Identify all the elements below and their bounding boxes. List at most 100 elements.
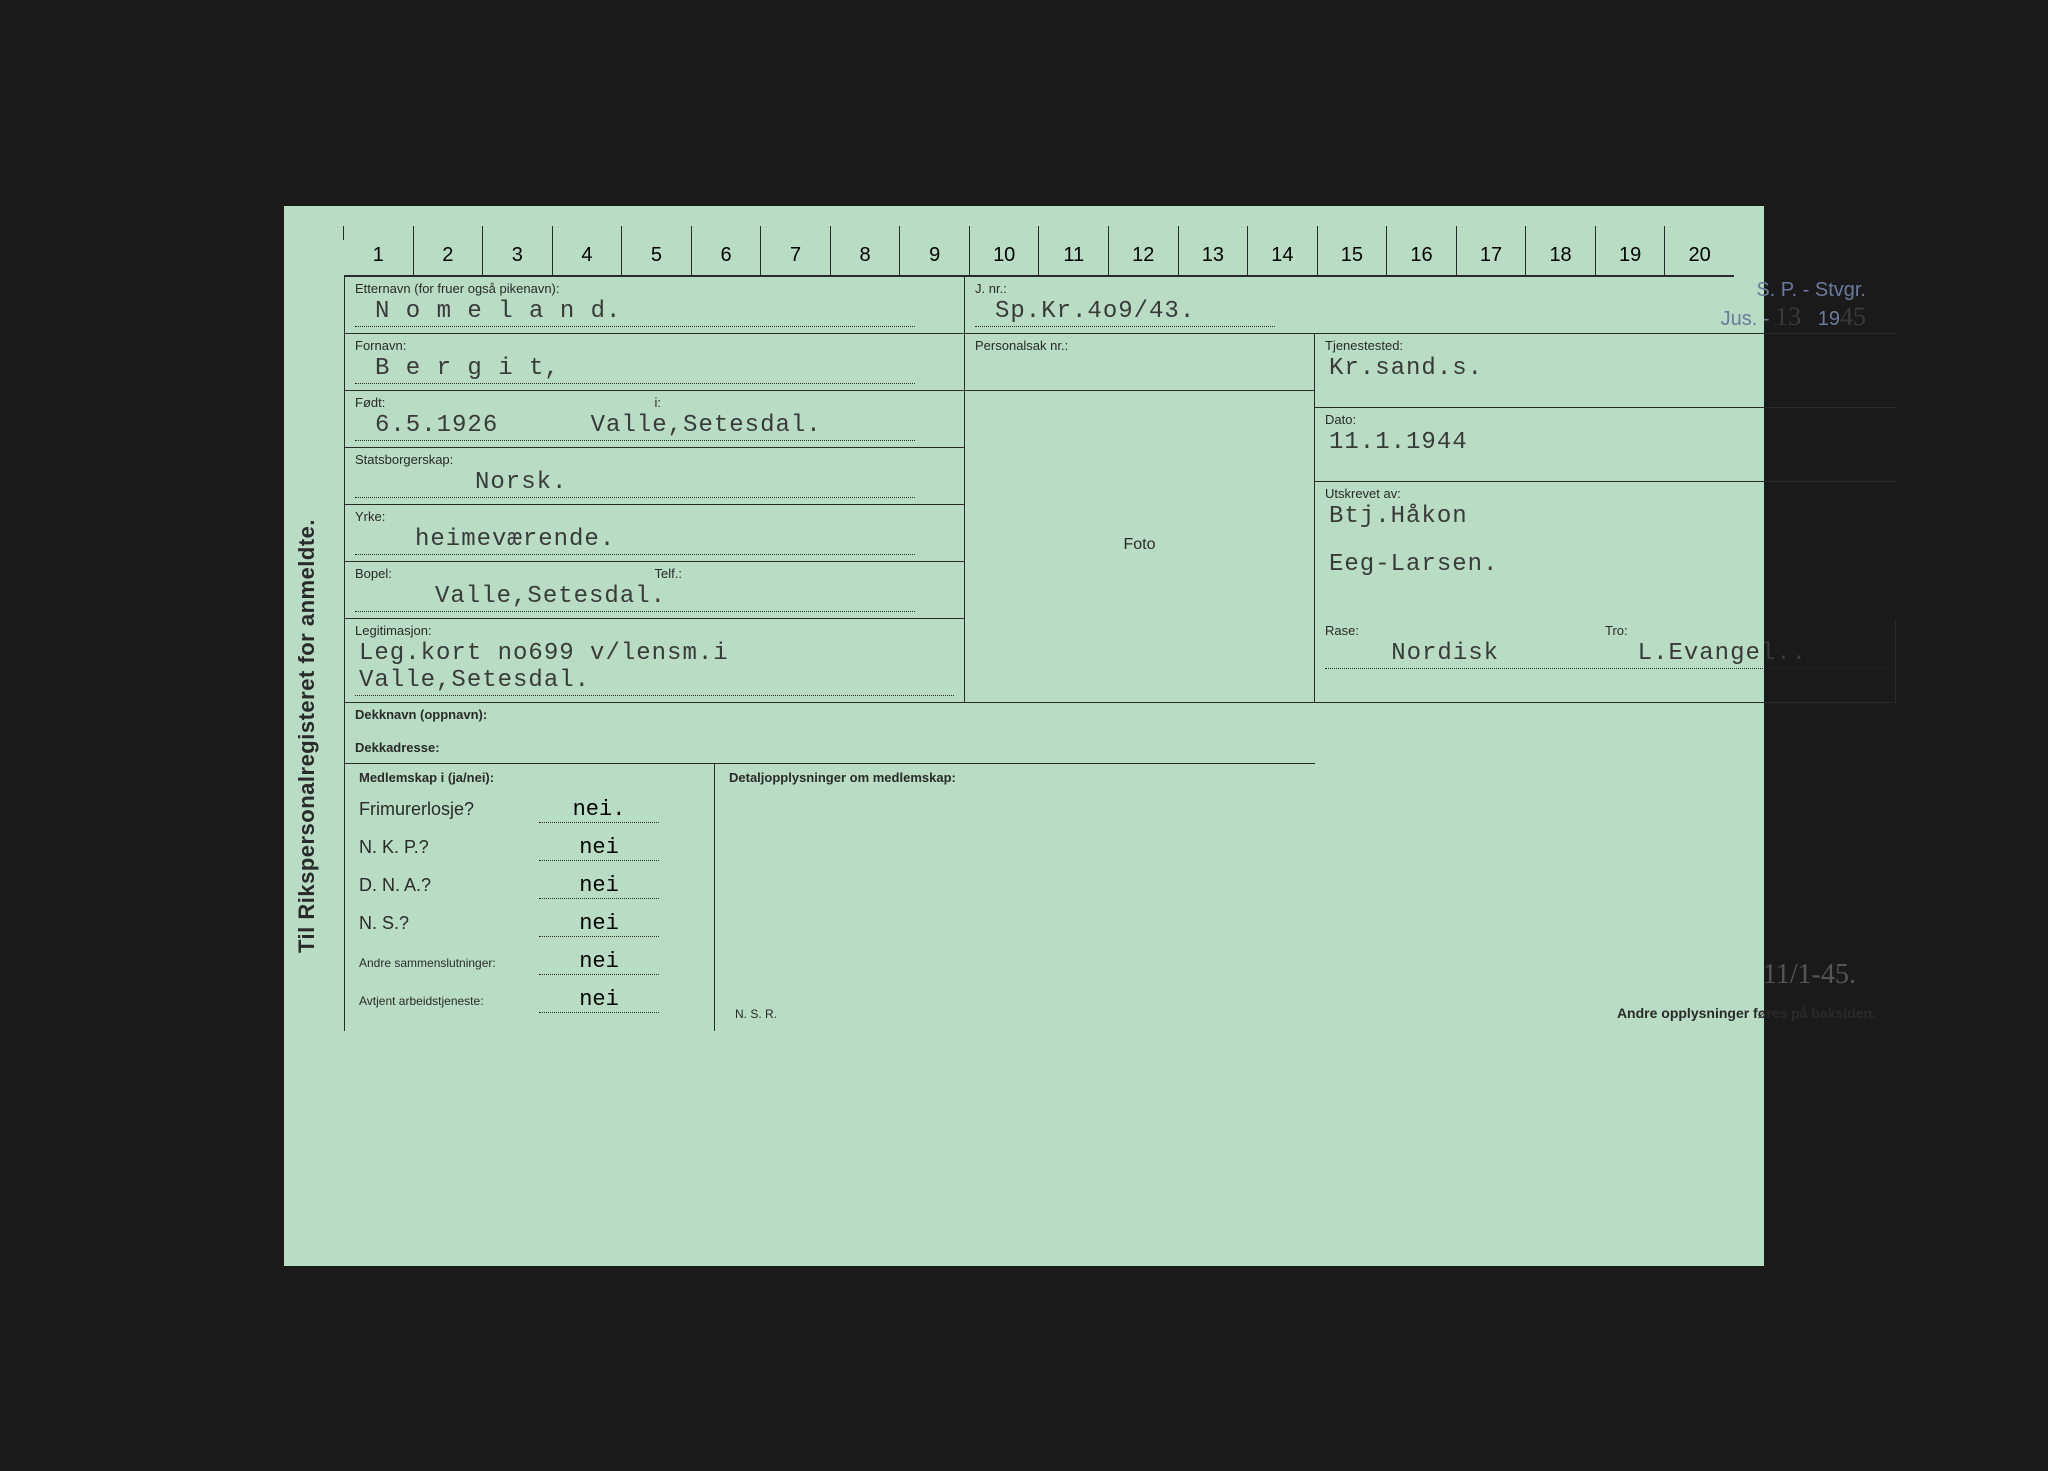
membership-row: D. N. A.? nei bbox=[359, 873, 700, 899]
dekkadresse-label: Dekkadresse: bbox=[355, 740, 1305, 755]
statsborgerskap-value: Norsk. bbox=[355, 469, 915, 498]
membership-section: Medlemskap i (ja/nei): Frimurerlosje? ne… bbox=[345, 764, 1896, 1031]
stamp-block: S. P. - Stvgr. Jus. - 13 1945 bbox=[1721, 279, 1866, 332]
ruler-tick: 18 bbox=[1525, 226, 1595, 275]
foto-label: Foto bbox=[1123, 536, 1155, 554]
dato-value: 11.1.1944 bbox=[1325, 429, 1886, 457]
membership-row-andre: Andre sammenslutninger: nei bbox=[359, 949, 700, 975]
ruler-tick: 10 bbox=[969, 226, 1039, 275]
ruler-tick: 13 bbox=[1178, 226, 1248, 275]
utskrevet-label: Utskrevet av: bbox=[1325, 486, 1886, 501]
bopel-label: Bopel: bbox=[355, 566, 655, 581]
statsborgerskap-label: Statsborgerskap: bbox=[355, 452, 954, 467]
ruler-tick: 1 bbox=[344, 226, 413, 275]
registration-card: Til Rikspersonalregisteret for anmeldte.… bbox=[284, 206, 1764, 1266]
ruler-tick: 19 bbox=[1595, 226, 1665, 275]
ruler-tick: 8 bbox=[830, 226, 900, 275]
membership-row: Frimurerlosje? nei. bbox=[359, 797, 700, 823]
ruler-tick: 5 bbox=[621, 226, 691, 275]
ruler-tick: 7 bbox=[760, 226, 830, 275]
ruler-tick: 6 bbox=[691, 226, 761, 275]
stamp-line1: S. P. - Stvgr. bbox=[1721, 279, 1866, 302]
stamp-hand-13: 13 bbox=[1775, 302, 1801, 331]
nsr-note: N. S. R. bbox=[735, 1007, 777, 1021]
ruler-tick: 16 bbox=[1386, 226, 1456, 275]
ruler-tick: 3 bbox=[482, 226, 552, 275]
tro-label: Tro: bbox=[1605, 623, 1885, 638]
bopel-value: Valle,Setesdal. bbox=[355, 583, 915, 612]
ruler-tick: 17 bbox=[1456, 226, 1526, 275]
personalsak-value bbox=[975, 355, 1304, 383]
ruler-tick: 2 bbox=[413, 226, 483, 275]
ruler-tick: 20 bbox=[1664, 226, 1734, 275]
membership-right: Detaljopplysninger om medlemskap: N. S. … bbox=[715, 764, 1896, 1031]
field-utskrevet: Utskrevet av: Btj.Håkon Eeg-Larsen. bbox=[1315, 482, 1896, 619]
dekknavn-label: Dekknavn (oppnavn): bbox=[355, 707, 1305, 722]
membership-a: nei. bbox=[539, 797, 659, 823]
membership-q: N. S.? bbox=[359, 913, 539, 934]
legitimasjon-value: Leg.kort no699 v/lensm.i Valle,Setesdal. bbox=[355, 640, 954, 696]
membership-header-right: Detaljopplysninger om medlemskap: bbox=[729, 770, 1882, 785]
ruler-tick: 12 bbox=[1108, 226, 1178, 275]
field-legitimasjon: Legitimasjon: Leg.kort no699 v/lensm.i V… bbox=[345, 619, 965, 703]
dato-label: Dato: bbox=[1325, 412, 1886, 427]
avtjent-value: nei bbox=[539, 987, 659, 1013]
field-personalsak: Personalsak nr.: bbox=[965, 334, 1315, 391]
field-fornavn: Fornavn: B e r g i t, bbox=[345, 334, 965, 391]
membership-row: N. S.? nei bbox=[359, 911, 700, 937]
rase-tro-values: Nordisk L.Evangel.. bbox=[1325, 640, 1885, 669]
utskrevet-value2: Eeg-Larsen. bbox=[1325, 551, 1886, 579]
field-statsborgerskap: Statsborgerskap: Norsk. bbox=[345, 448, 965, 505]
membership-a: nei bbox=[539, 873, 659, 899]
ruler-tick: 11 bbox=[1038, 226, 1108, 275]
membership-a: nei bbox=[539, 911, 659, 937]
rase-label: Rase: bbox=[1325, 623, 1605, 638]
andre-samm-label: Andre sammenslutninger: bbox=[359, 956, 539, 972]
yrke-value: heimeværende. bbox=[355, 526, 915, 555]
field-dekknavn: Dekknavn (oppnavn): Dekkadresse: bbox=[345, 703, 1315, 764]
membership-left: Medlemskap i (ja/nei): Frimurerlosje? ne… bbox=[345, 764, 715, 1031]
avtjent-label: Avtjent arbeidstjeneste: bbox=[359, 994, 539, 1010]
membership-q: D. N. A.? bbox=[359, 875, 539, 896]
ruler-tick: 4 bbox=[552, 226, 622, 275]
field-etternavn: Etternavn (for fruer også pikenavn): N o… bbox=[345, 277, 965, 334]
legitimasjon-label: Legitimasjon: bbox=[355, 623, 954, 638]
utskrevet-value1: Btj.Håkon bbox=[1325, 503, 1886, 531]
field-yrke: Yrke: heimeværende. bbox=[345, 505, 965, 562]
fodt-values: 6.5.1926 Valle,Setesdal. bbox=[355, 412, 915, 441]
footer-note: Andre opplysninger føres på baksiden. bbox=[1617, 1005, 1876, 1021]
right-column: Tjenestested: Kr.sand.s. Dato: 11.1.1944… bbox=[1315, 334, 1896, 619]
ruler-tick: 9 bbox=[899, 226, 969, 275]
etternavn-label: Etternavn (for fruer også pikenavn): bbox=[355, 281, 954, 296]
stamp-hand-year: 45 bbox=[1840, 302, 1866, 331]
field-bopel: Bopel: Telf.: Valle,Setesdal. bbox=[345, 562, 965, 619]
form-grid: Etternavn (for fruer også pikenavn): N o… bbox=[344, 277, 1734, 1031]
membership-header-left: Medlemskap i (ja/nei): bbox=[359, 770, 700, 785]
membership-row: N. K. P.? nei bbox=[359, 835, 700, 861]
stamp-line2: Jus. - 13 1945 bbox=[1721, 302, 1866, 332]
tjenestested-label: Tjenestested: bbox=[1325, 338, 1886, 353]
fodt-i-label: i: bbox=[655, 395, 955, 410]
fornavn-label: Fornavn: bbox=[355, 338, 954, 353]
telf-label: Telf.: bbox=[655, 566, 955, 581]
etternavn-value: N o m e l a n d. bbox=[355, 298, 915, 327]
foto-box: Foto bbox=[965, 391, 1315, 703]
corner-handwritten-date: 11/1-45. bbox=[1763, 959, 1856, 991]
ruler-tick: 15 bbox=[1317, 226, 1387, 275]
jnr-value: Sp.Kr.4o9/43. bbox=[975, 298, 1275, 327]
fornavn-value: B e r g i t, bbox=[355, 355, 915, 384]
tjenestested-value: Kr.sand.s. bbox=[1325, 355, 1886, 383]
yrke-label: Yrke: bbox=[355, 509, 954, 524]
field-tjenestested: Tjenestested: Kr.sand.s. bbox=[1315, 334, 1896, 408]
field-jnr: J. nr.: Sp.Kr.4o9/43. S. P. - Stvgr. Jus… bbox=[965, 277, 1896, 334]
ruler-tick: 14 bbox=[1247, 226, 1317, 275]
ruler-scale: 1 2 3 4 5 6 7 8 9 10 11 12 13 14 15 16 1… bbox=[344, 226, 1734, 277]
field-dato: Dato: 11.1.1944 bbox=[1315, 408, 1896, 482]
fodt-label: Født: bbox=[355, 395, 655, 410]
membership-a: nei bbox=[539, 835, 659, 861]
vertical-title: Til Rikspersonalregisteret for anmeldte. bbox=[294, 518, 320, 952]
personalsak-label: Personalsak nr.: bbox=[975, 338, 1304, 353]
andre-samm-value: nei bbox=[539, 949, 659, 975]
field-rase-tro: Rase: Tro: Nordisk L.Evangel.. bbox=[1315, 619, 1896, 703]
field-fodt: Født: i: 6.5.1926 Valle,Setesdal. bbox=[345, 391, 965, 448]
